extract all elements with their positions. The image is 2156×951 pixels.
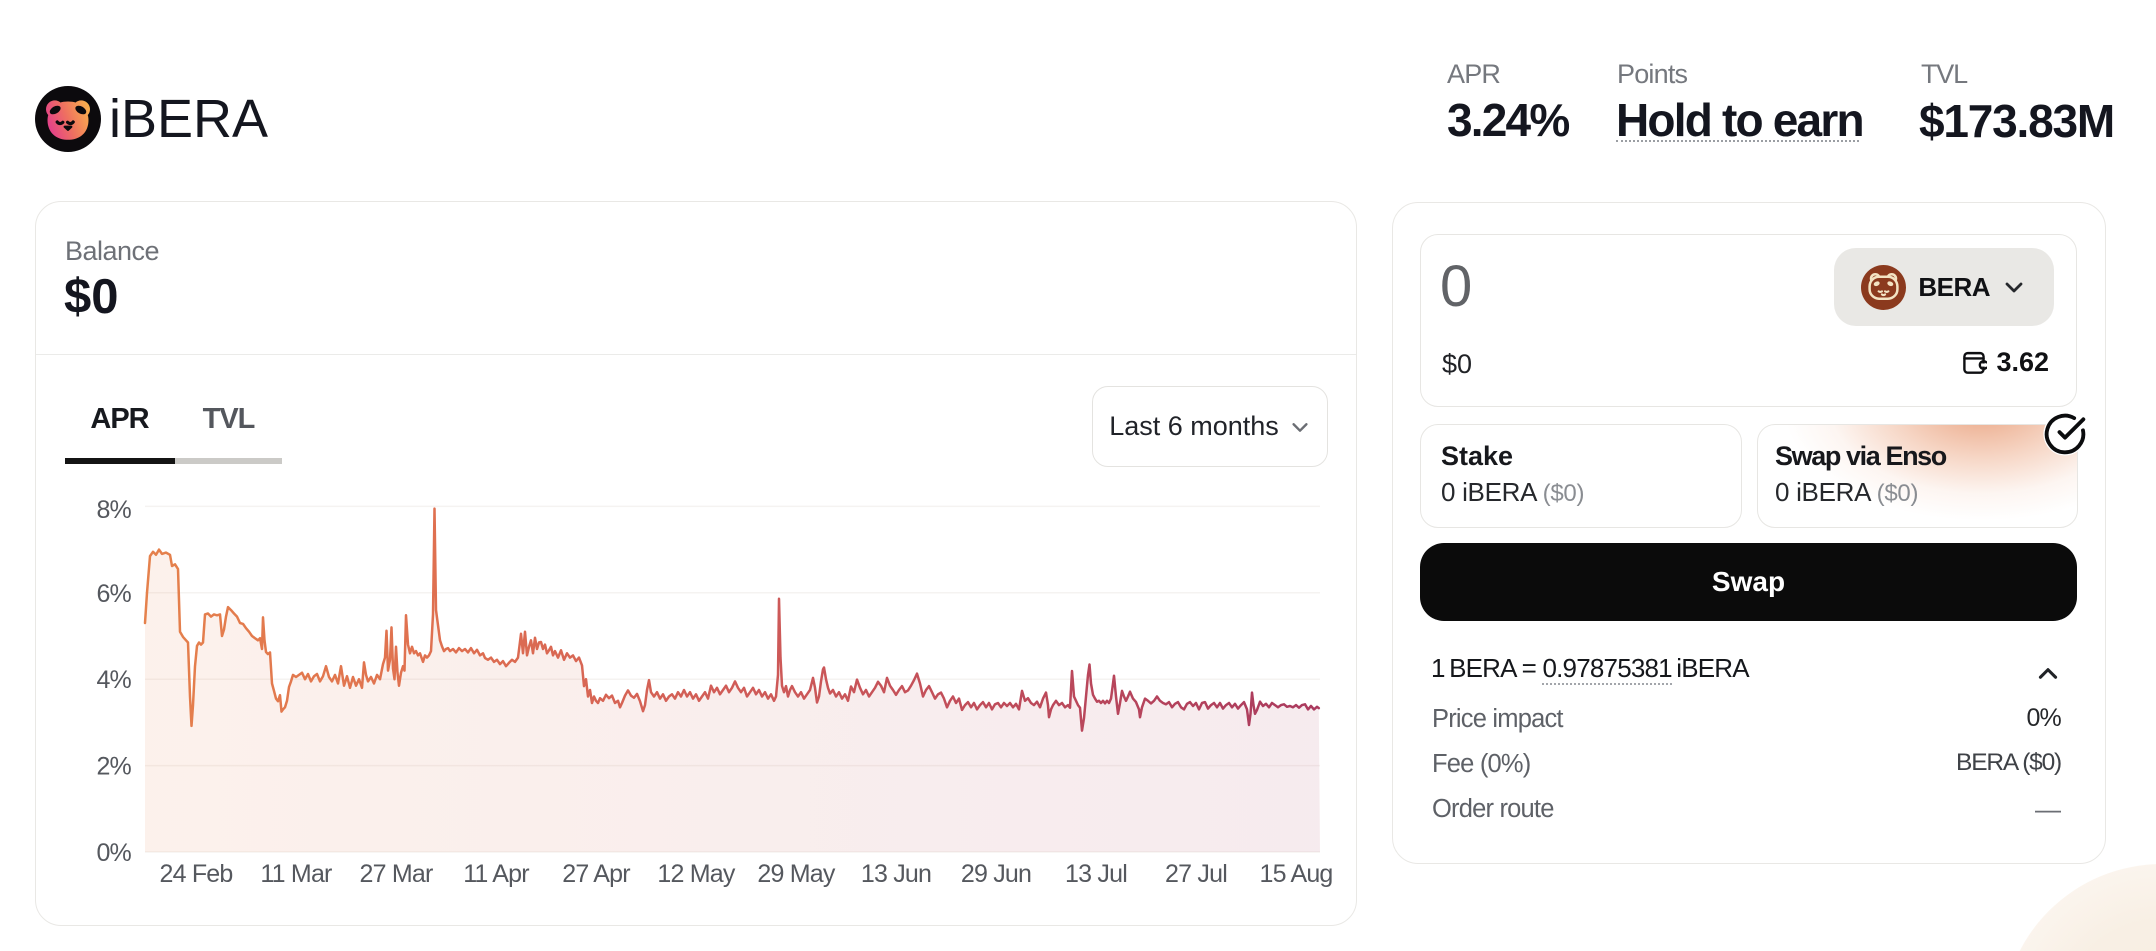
svg-text:6%: 6% (96, 580, 131, 608)
svg-text:0%: 0% (96, 839, 131, 867)
svg-text:15 Aug: 15 Aug (1259, 860, 1332, 888)
svg-text:2%: 2% (96, 753, 131, 781)
svg-text:13 Jun: 13 Jun (861, 860, 931, 888)
svg-text:29 May: 29 May (757, 860, 835, 888)
svg-text:13 Jul: 13 Jul (1065, 860, 1127, 888)
svg-text:4%: 4% (96, 666, 131, 694)
svg-text:27 Apr: 27 Apr (562, 860, 630, 888)
svg-text:27 Mar: 27 Mar (359, 860, 432, 888)
svg-text:12 May: 12 May (657, 860, 735, 888)
svg-text:24 Feb: 24 Feb (159, 860, 232, 888)
svg-text:29 Jun: 29 Jun (961, 860, 1031, 888)
svg-text:8%: 8% (96, 496, 131, 524)
svg-text:11 Mar: 11 Mar (260, 860, 332, 888)
svg-text:11 Apr: 11 Apr (463, 860, 529, 888)
svg-text:27 Jul: 27 Jul (1165, 860, 1227, 888)
